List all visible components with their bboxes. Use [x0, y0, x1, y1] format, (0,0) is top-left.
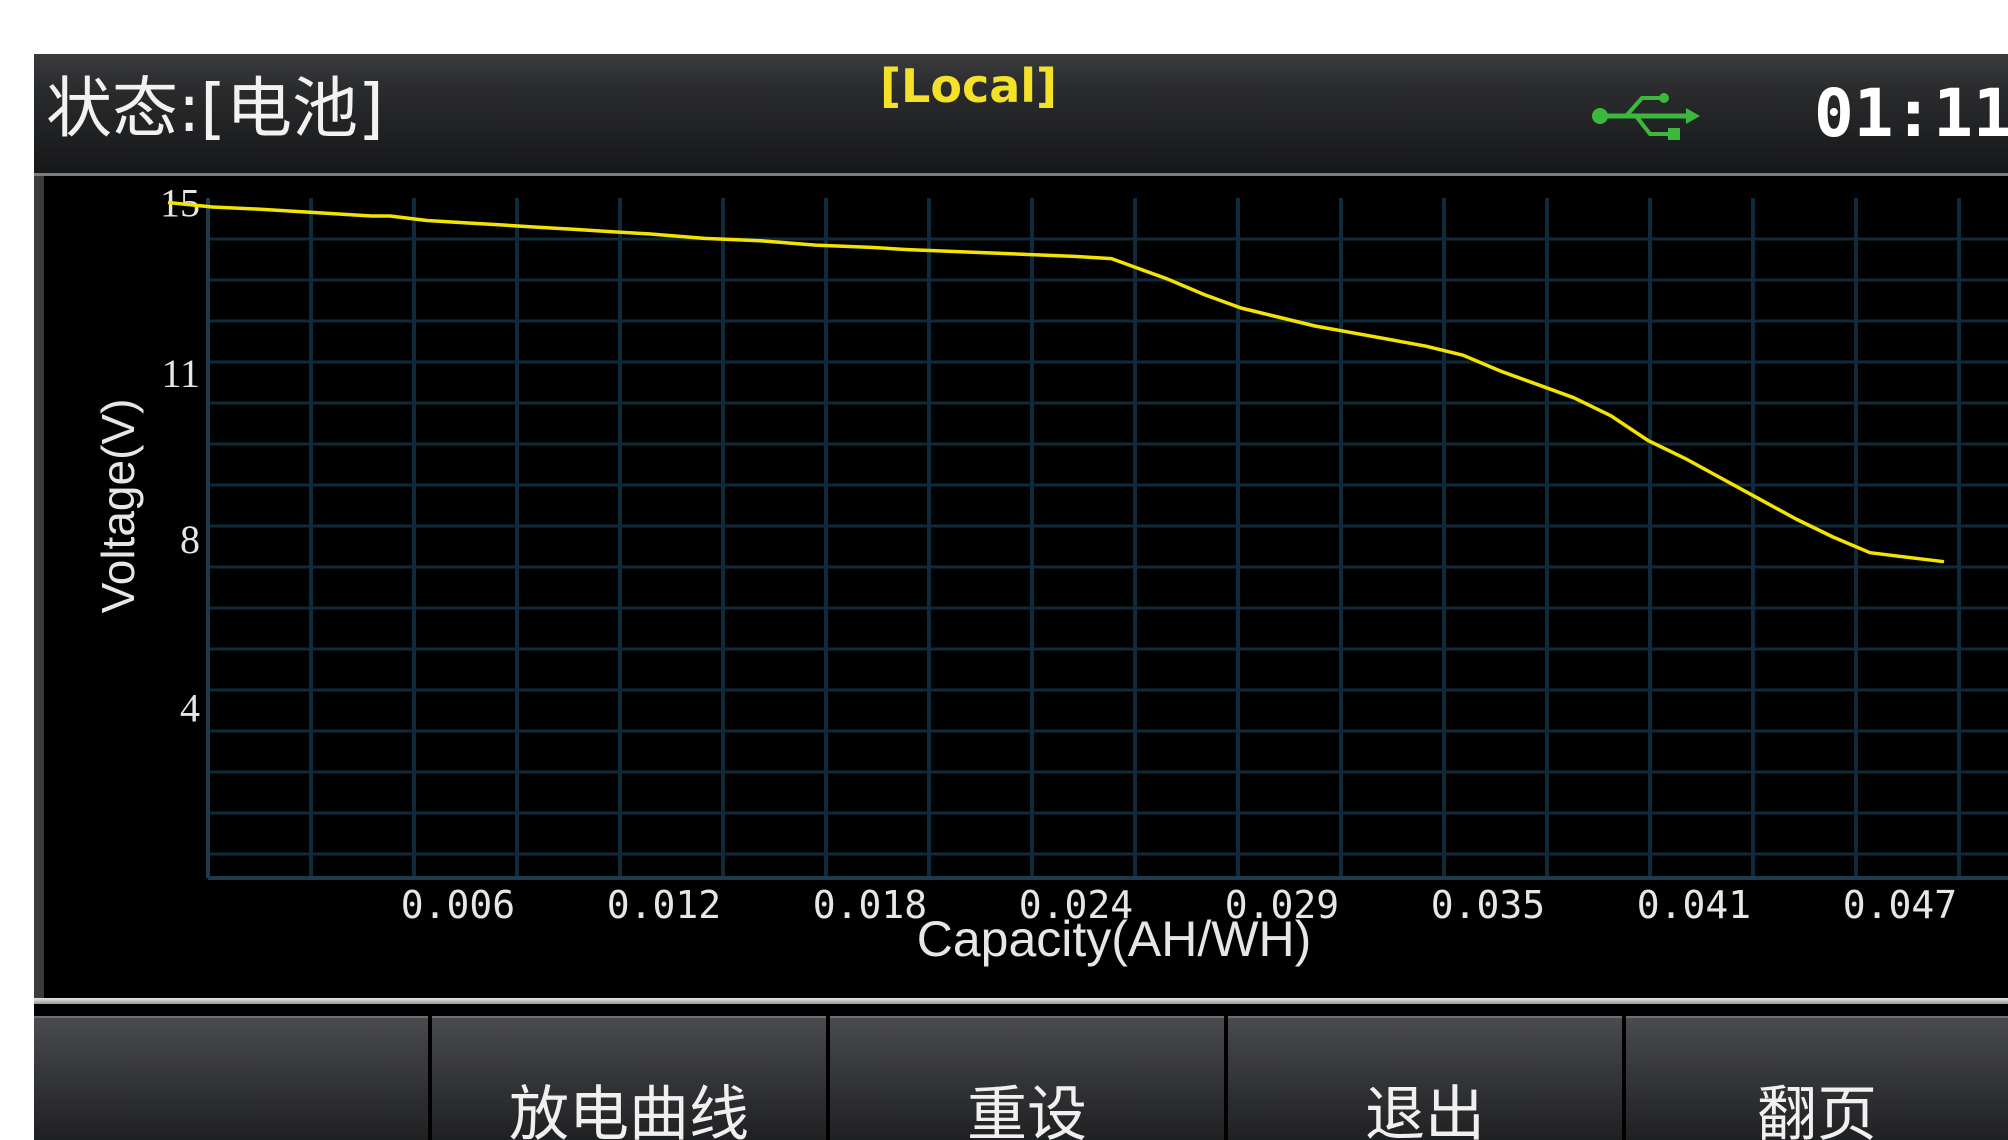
- x-axis-title: Capacity(AH/WH): [917, 911, 1311, 967]
- x-tick-label-7: 0.047: [1843, 883, 1957, 927]
- page-turn-label: 翻页: [1757, 1076, 1877, 1140]
- discharge-curve-button[interactable]: 放电曲线: [432, 1016, 826, 1140]
- y-tick-label-1: 11: [161, 351, 200, 396]
- status-header: 状态:[电池] [Local] 01:11: [34, 54, 2008, 176]
- y-tick-label-3: 4: [180, 686, 200, 731]
- usb-icon: [1590, 86, 1700, 146]
- page-turn-button[interactable]: 翻页: [1626, 1016, 2008, 1140]
- exit-button[interactable]: 退出: [1228, 1016, 1622, 1140]
- exit-label: 退出: [1365, 1076, 1485, 1140]
- mode-label: [Local]: [880, 56, 1057, 116]
- y-tick-label-2: 8: [180, 517, 200, 562]
- reset-button[interactable]: 重设: [830, 1016, 1224, 1140]
- reset-label: 重设: [967, 1076, 1087, 1140]
- y-axis-title: Voltage(V): [92, 399, 144, 614]
- x-tick-label-6: 0.041: [1637, 883, 1751, 927]
- x-tick-label-0: 0.006: [401, 883, 515, 927]
- discharge-chart-panel: 15 11 8 4 0.006 0.012 0.018 0.024 0.029 0.035 0.0…: [34, 176, 2008, 998]
- clock: 01:11: [1814, 72, 2008, 156]
- chart-series: [168, 203, 1944, 562]
- discharge-curve-line: [168, 203, 1944, 562]
- x-tick-label-5: 0.035: [1431, 883, 1545, 927]
- instrument-screen: 状态:[电池] [Local] 01:11 15 11 8 4 0.006 0.012 0…: [34, 54, 2008, 1140]
- softkey-1[interactable]: [34, 1016, 428, 1140]
- chart-axes: [208, 198, 2008, 878]
- x-tick-label-2: 0.018: [813, 883, 927, 927]
- chart-grid: [208, 198, 2008, 876]
- x-tick-label-1: 0.012: [607, 883, 721, 927]
- panel-divider: [34, 998, 2008, 1004]
- status-label: 状态:[电池]: [46, 64, 384, 154]
- discharge-curve-label: 放电曲线: [509, 1076, 749, 1140]
- softkey-bar: 放电曲线 重设 退出 翻页: [34, 1016, 2008, 1140]
